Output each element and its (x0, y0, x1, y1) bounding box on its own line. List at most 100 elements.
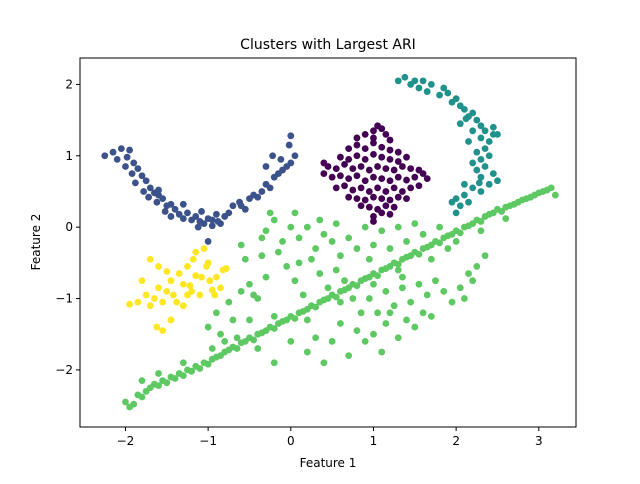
data-point-cluster-1 (345, 175, 353, 183)
data-point-cluster-2 (456, 120, 464, 128)
data-point-cluster-0 (237, 202, 245, 210)
data-point-cluster-4 (415, 250, 423, 258)
data-point-cluster-0 (214, 218, 222, 225)
x-tick-label: 1 (370, 434, 378, 448)
data-point-cluster-4 (246, 280, 253, 288)
data-point-cluster-1 (370, 127, 377, 135)
data-point-cluster-4 (345, 352, 353, 360)
data-point-cluster-1 (386, 210, 394, 218)
data-point-cluster-0 (254, 193, 262, 201)
y-tick-label: −2 (55, 363, 73, 377)
data-point-cluster-0 (198, 208, 205, 215)
data-point-cluster-4 (258, 234, 266, 242)
data-point-cluster-0 (175, 210, 183, 218)
data-point-cluster-2 (427, 81, 435, 88)
data-point-cluster-4 (378, 348, 386, 356)
data-point-cluster-4 (374, 309, 381, 317)
data-point-cluster-3 (184, 291, 191, 299)
data-point-cluster-4 (365, 255, 373, 263)
data-point-cluster-2 (469, 127, 477, 135)
data-point-cluster-4 (254, 345, 262, 352)
data-point-cluster-4 (427, 255, 435, 263)
data-point-cluster-3 (163, 287, 171, 295)
data-point-cluster-1 (378, 125, 386, 133)
data-point-cluster-0 (184, 209, 191, 217)
data-point-cluster-4 (477, 227, 485, 235)
data-point-cluster-4 (303, 316, 311, 324)
data-point-cluster-2 (485, 138, 493, 145)
y-axis-label: Feature 2 (29, 214, 43, 271)
data-point-cluster-2 (477, 173, 485, 181)
x-tick-label: −2 (117, 434, 135, 448)
data-point-cluster-4 (337, 252, 344, 260)
data-point-cluster-1 (345, 193, 353, 201)
data-point-cluster-1 (332, 184, 340, 192)
data-point-cluster-3 (126, 300, 133, 308)
data-point-cluster-0 (269, 152, 277, 160)
data-point-cluster-4 (270, 312, 278, 320)
data-point-cluster-4 (411, 220, 419, 227)
data-point-cluster-1 (394, 193, 402, 201)
data-point-cluster-1 (361, 155, 369, 163)
data-point-cluster-1 (353, 134, 361, 142)
data-point-cluster-4 (461, 295, 468, 302)
data-point-cluster-3 (206, 277, 214, 285)
data-point-cluster-0 (109, 148, 117, 156)
data-point-cluster-1 (365, 203, 373, 211)
data-point-cluster-1 (341, 160, 348, 168)
data-point-cluster-1 (378, 175, 386, 183)
data-point-cluster-2 (473, 166, 481, 174)
data-point-cluster-4 (386, 309, 394, 317)
data-point-cluster-4 (320, 230, 328, 238)
data-point-cluster-1 (349, 165, 357, 173)
data-point-cluster-1 (386, 196, 394, 204)
data-point-cluster-4 (299, 291, 307, 299)
data-point-cluster-0 (287, 159, 295, 167)
data-point-cluster-2 (481, 163, 489, 170)
data-point-cluster-0 (258, 188, 266, 195)
data-point-cluster-3 (189, 255, 197, 263)
y-axis: −2 −1 0 1 2 (55, 77, 80, 377)
data-point-cluster-3 (163, 268, 171, 275)
data-point-cluster-4 (498, 208, 505, 215)
data-point-cluster-3 (175, 270, 183, 277)
data-point-cluster-3 (184, 263, 191, 270)
data-point-cluster-1 (419, 170, 427, 178)
data-point-cluster-1 (370, 193, 377, 201)
data-point-cluster-4 (287, 223, 295, 231)
data-point-cluster-4 (208, 345, 216, 352)
data-point-cluster-0 (161, 208, 169, 215)
data-point-cluster-1 (403, 195, 410, 203)
data-point-cluster-4 (477, 218, 485, 225)
data-point-cluster-3 (192, 272, 200, 280)
data-point-cluster-0 (213, 210, 220, 218)
data-point-cluster-1 (361, 196, 369, 204)
data-point-cluster-1 (411, 173, 419, 181)
data-point-cluster-1 (374, 184, 381, 192)
data-point-cluster-4 (341, 277, 348, 285)
data-point-cluster-3 (186, 282, 194, 290)
data-point-cluster-4 (262, 227, 270, 235)
data-point-cluster-3 (192, 248, 200, 256)
data-point-cluster-2 (394, 77, 402, 85)
data-point-cluster-2 (465, 138, 472, 145)
data-point-cluster-1 (365, 166, 373, 174)
data-point-cluster-4 (332, 220, 340, 227)
data-point-cluster-1 (386, 136, 394, 144)
data-point-cluster-4 (155, 370, 162, 377)
data-point-cluster-3 (204, 259, 212, 267)
data-point-cluster-0 (200, 220, 208, 227)
data-point-cluster-0 (229, 202, 237, 210)
data-point-cluster-3 (170, 291, 177, 299)
data-point-cluster-1 (394, 173, 402, 181)
data-point-cluster-4 (171, 375, 179, 382)
data-point-cluster-2 (461, 180, 468, 188)
data-point-cluster-4 (130, 400, 138, 408)
data-point-cluster-3 (179, 280, 187, 288)
data-point-cluster-4 (250, 291, 257, 299)
data-point-cluster-0 (113, 155, 121, 163)
data-point-cluster-2 (477, 155, 485, 163)
data-point-cluster-1 (378, 195, 386, 203)
data-point-cluster-0 (291, 152, 299, 160)
data-point-cluster-1 (390, 203, 398, 211)
